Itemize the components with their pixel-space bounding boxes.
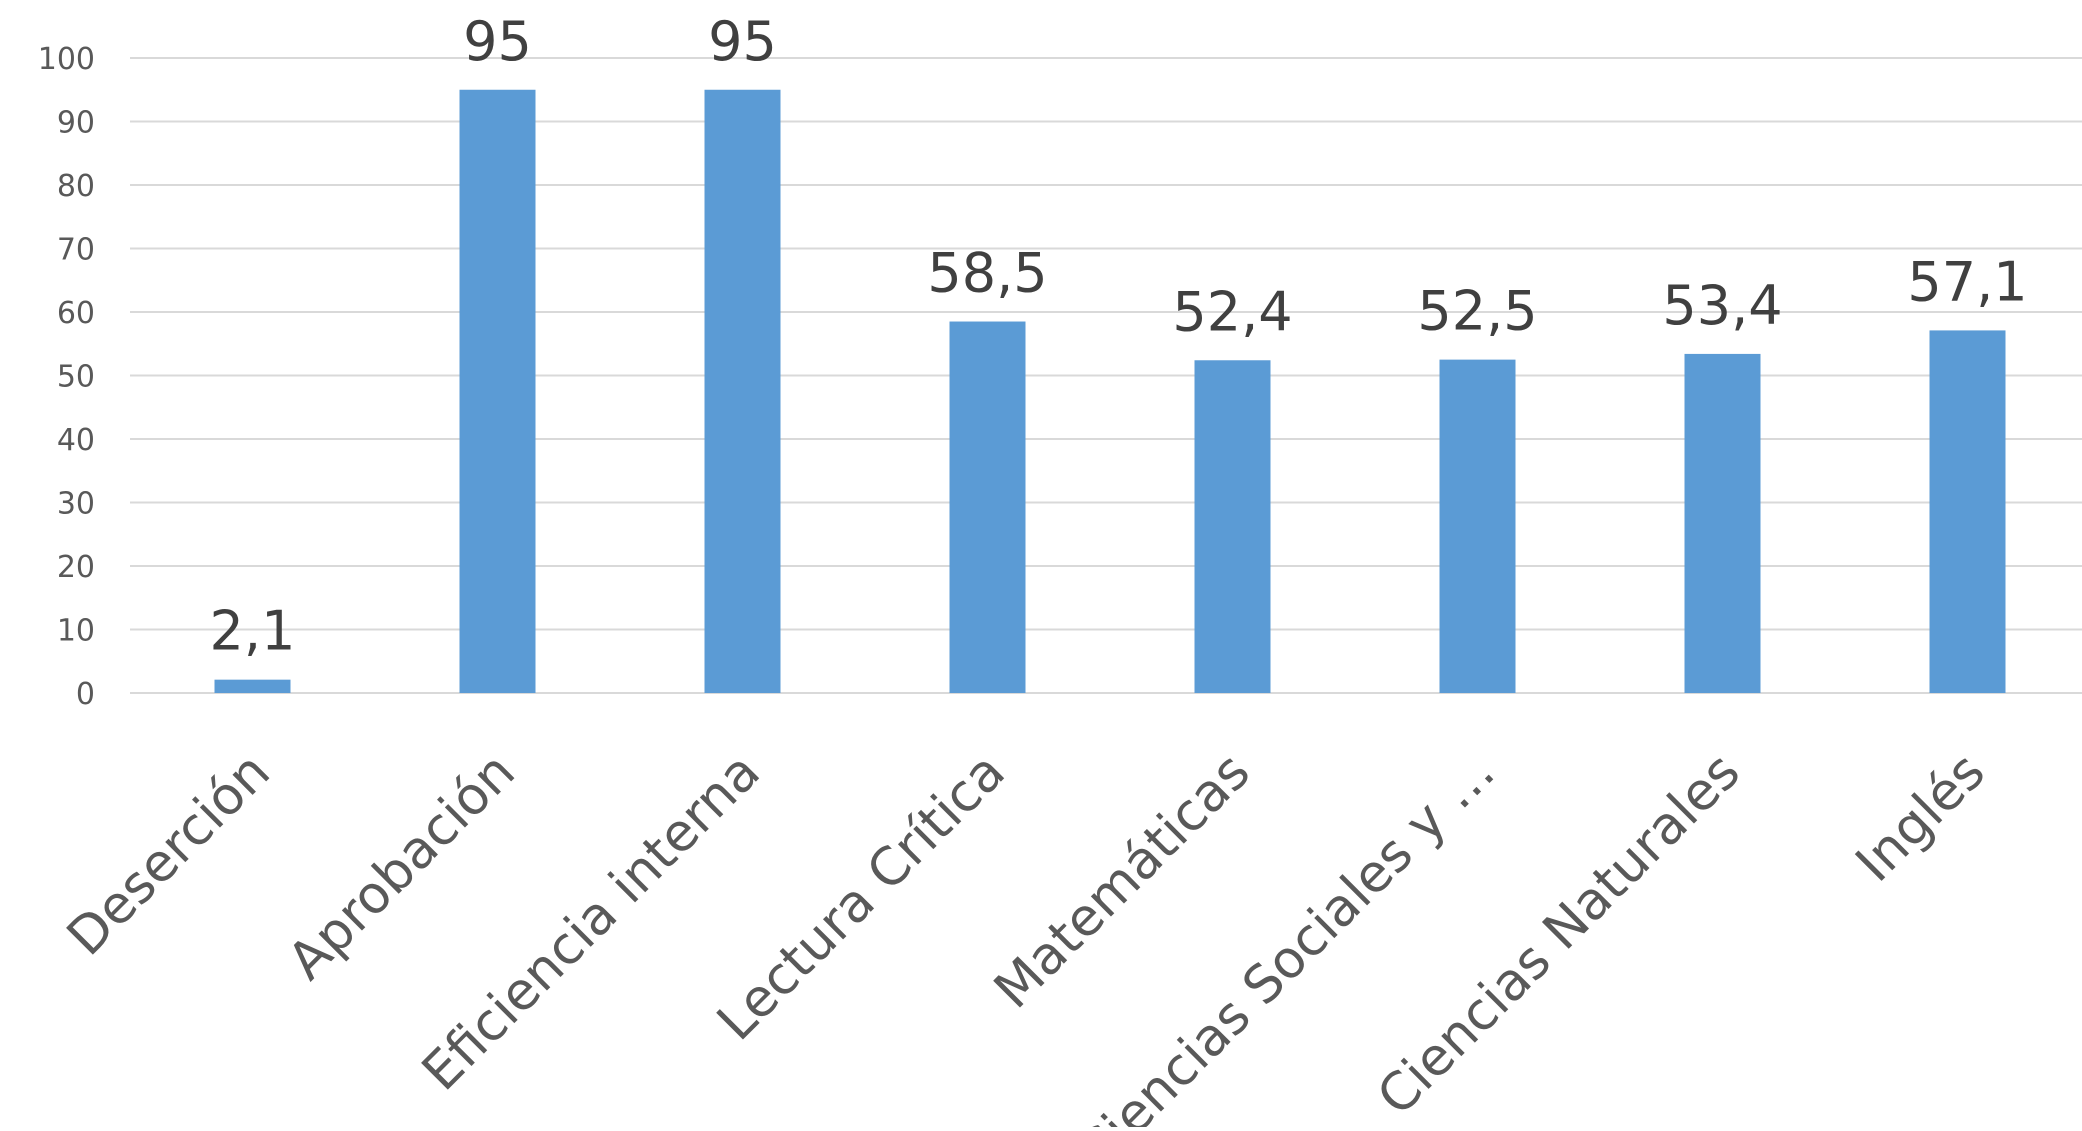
bar xyxy=(1194,360,1271,693)
bar xyxy=(1439,359,1516,693)
data-label: 57,1 xyxy=(1907,250,2027,313)
gridlines xyxy=(130,57,2082,694)
y-tick-label: 10 xyxy=(57,614,95,649)
category-label: Matemáticas xyxy=(983,742,1262,1021)
category-label: Inglés xyxy=(1845,742,1997,894)
y-tick-label: 20 xyxy=(57,550,95,585)
bar xyxy=(704,89,781,693)
data-label: 58,5 xyxy=(927,242,1047,305)
data-label: 95 xyxy=(708,10,777,73)
y-axis-ticks: 0 10 20 30 40 50 60 70 80 90 100 xyxy=(38,42,95,712)
data-label: 95 xyxy=(463,10,532,73)
bar xyxy=(949,321,1026,693)
y-tick-label: 80 xyxy=(57,169,95,204)
category-label: Deserción xyxy=(56,742,282,968)
y-tick-label: 60 xyxy=(57,296,95,331)
y-tick-label: 40 xyxy=(57,423,95,458)
y-tick-label: 30 xyxy=(57,487,95,522)
y-tick-label: 90 xyxy=(57,106,95,141)
y-tick-label: 50 xyxy=(57,360,95,395)
y-tick-label: 100 xyxy=(38,42,95,77)
category-label: Aprobación xyxy=(277,742,527,992)
y-tick-label: 0 xyxy=(76,677,95,712)
data-label: 52,4 xyxy=(1172,280,1292,343)
data-label: 53,4 xyxy=(1662,274,1782,337)
data-label: 52,5 xyxy=(1417,280,1537,343)
bar xyxy=(459,89,536,693)
bars xyxy=(214,89,2006,693)
data-label: 2,1 xyxy=(210,600,296,663)
data-labels: 2,1 95 95 58,5 52,4 52,5 53,4 57,1 xyxy=(210,10,2028,663)
bar xyxy=(1929,330,2006,693)
bar xyxy=(1684,353,1761,693)
y-tick-label: 70 xyxy=(57,233,95,268)
bar xyxy=(214,679,291,693)
